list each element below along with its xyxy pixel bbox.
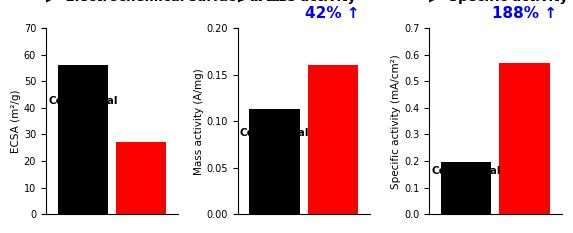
Text: ▶  Mass activity: ▶ Mass activity <box>238 0 356 4</box>
Text: 42% ↑: 42% ↑ <box>305 6 360 21</box>
Bar <box>249 109 300 214</box>
Text: PtNA: PtNA <box>510 85 539 95</box>
Bar <box>58 65 108 214</box>
Text: Commercial
Pt/C: Commercial Pt/C <box>240 128 309 149</box>
Text: PtNA: PtNA <box>127 151 156 160</box>
Text: 188% ↑: 188% ↑ <box>492 6 557 21</box>
Text: PtNA: PtNA <box>318 87 347 97</box>
Text: Commercial
Pt/C: Commercial Pt/C <box>48 96 117 118</box>
Text: Commercial
Pt/C: Commercial Pt/C <box>431 166 501 187</box>
Text: ▶  Electrochemical surface area: ▶ Electrochemical surface area <box>46 0 283 4</box>
Bar <box>116 142 166 214</box>
Bar <box>308 65 358 214</box>
Y-axis label: ECSA (m²/g): ECSA (m²/g) <box>11 89 21 153</box>
Text: ▶  Specific activity: ▶ Specific activity <box>429 0 568 4</box>
Y-axis label: Mass activity (A/mg): Mass activity (A/mg) <box>194 68 203 175</box>
Bar <box>441 162 492 214</box>
Y-axis label: Specific activity (mA/cm²): Specific activity (mA/cm²) <box>391 54 402 188</box>
Bar <box>500 63 550 214</box>
